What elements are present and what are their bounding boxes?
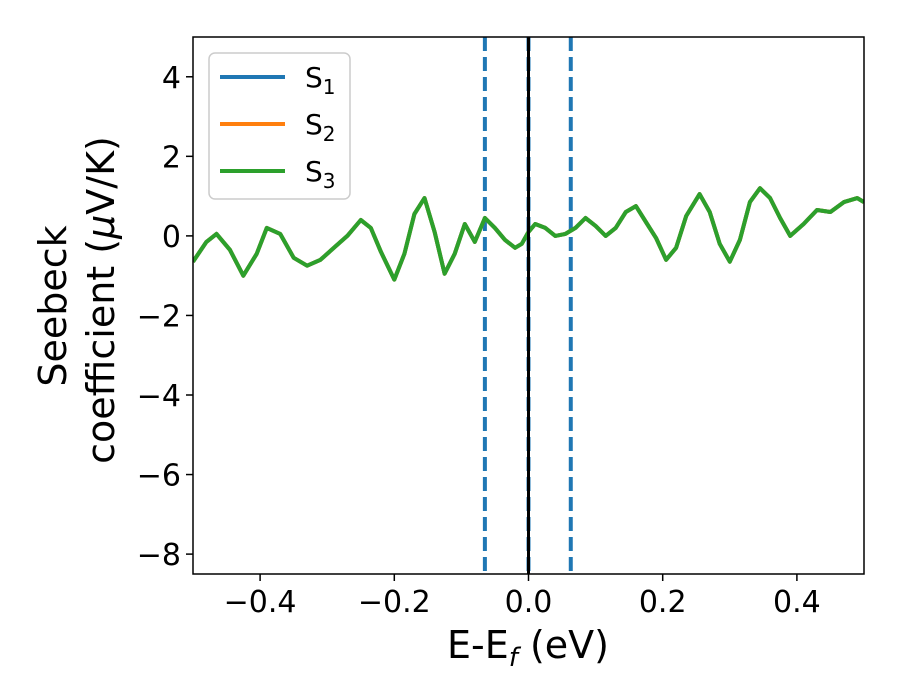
plot-layer <box>193 37 864 574</box>
y-axis-label-line2: coefficient (μV/K) <box>79 136 123 464</box>
y-tick-label: −2 <box>137 299 181 334</box>
x-tick-label: −0.4 <box>224 585 297 620</box>
legend-label-3: S3 <box>305 155 336 193</box>
x-tick-label: −0.2 <box>358 585 431 620</box>
x-tick-label: 0.0 <box>505 585 553 620</box>
plot-area <box>193 37 864 574</box>
y-tick-label: 2 <box>162 140 181 175</box>
y-axis-label-mu: μ <box>79 215 123 240</box>
y-axis-label-text: coefficient ( <box>79 239 123 464</box>
y-tick-label: −6 <box>137 459 181 494</box>
y-tick-label: 4 <box>162 61 181 96</box>
y-tick-label: 0 <box>162 220 181 255</box>
x-axis-label-main: E-E <box>447 623 509 667</box>
legend-label-1: S1 <box>305 61 336 99</box>
legend: S1 S2 S3 <box>208 52 351 200</box>
x-axis-label: E-Ef (eV) <box>447 623 609 673</box>
legend-label-2: S2 <box>305 108 336 146</box>
x-tick-label: 0.4 <box>773 585 821 620</box>
x-axis-label-unit: (eV) <box>518 623 609 667</box>
y-axis-label-line1: Seebeck <box>31 225 75 386</box>
y-tick-label: −8 <box>137 538 181 573</box>
axes-layer: −0.4 −0.2 0.0 0.2 0.4 −8 −6 −4 −2 0 2 4 <box>137 36 865 620</box>
x-tick-label: 0.2 <box>639 585 687 620</box>
y-axis-label-unit: V/K) <box>79 136 123 215</box>
y-tick-label: −4 <box>137 379 181 414</box>
series-line-3 <box>193 186 864 282</box>
